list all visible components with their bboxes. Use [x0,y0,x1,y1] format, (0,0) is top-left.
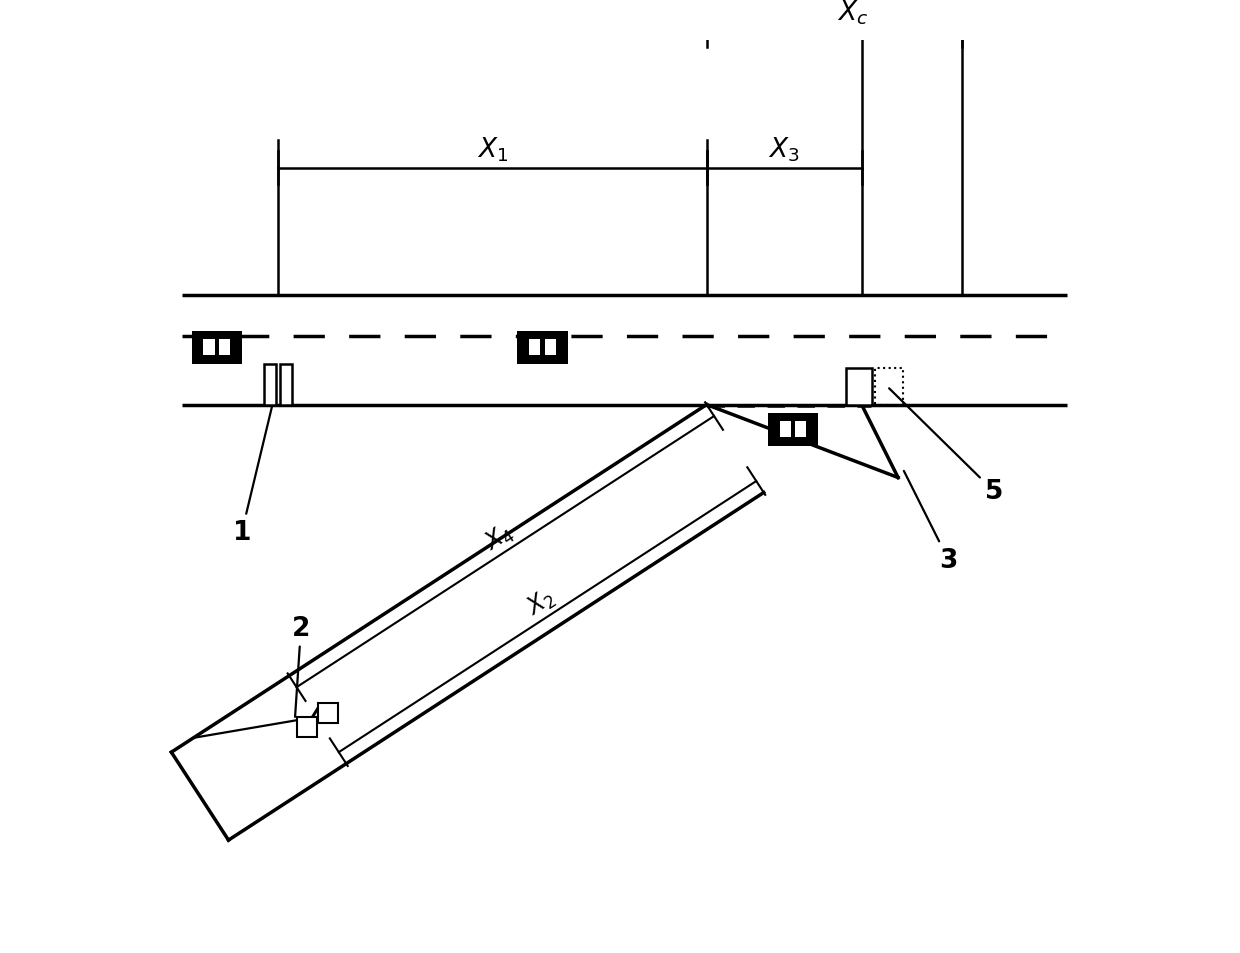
Text: $X_2$: $X_2$ [522,584,559,621]
Bar [768,414,818,446]
Text: $X_1$: $X_1$ [476,135,508,164]
Bar [280,364,291,405]
Text: $X_c$: $X_c$ [837,0,868,28]
Bar [874,369,903,405]
Bar [296,717,317,737]
Bar [544,339,556,356]
Text: 1: 1 [233,403,273,546]
Bar [517,332,568,364]
Bar [264,364,277,405]
Text: 4: 4 [192,703,329,739]
Bar [319,703,339,723]
Bar [795,421,806,438]
Bar [846,369,872,405]
Text: $X_4$: $X_4$ [480,518,517,557]
Text: 3: 3 [904,472,957,573]
Bar [529,339,539,356]
Text: 2: 2 [291,616,310,718]
Bar [192,332,242,364]
Bar [780,421,791,438]
Bar [203,339,215,356]
Text: $X_3$: $X_3$ [769,135,800,164]
Bar [219,339,231,356]
Text: 5: 5 [889,389,1003,505]
